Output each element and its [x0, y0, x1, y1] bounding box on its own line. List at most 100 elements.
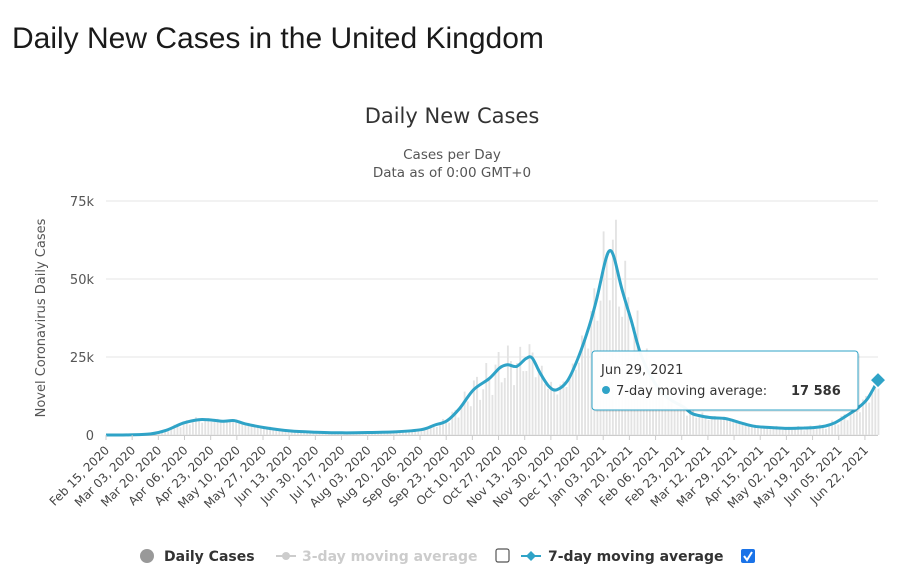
daily-case-bar — [615, 219, 617, 435]
chart-legend: Daily Cases 3-day moving average 7-day mov… — [140, 548, 755, 565]
daily-case-bar — [167, 431, 170, 435]
7-day-average-checkbox[interactable] — [741, 549, 755, 563]
legend-item-3-day-average[interactable]: 3-day moving average — [276, 548, 510, 565]
daily-case-bar — [198, 419, 200, 435]
daily-case-bar — [661, 394, 664, 435]
daily-case-bar — [590, 310, 593, 435]
daily-case-bar — [547, 388, 549, 435]
tooltip-box — [591, 350, 859, 411]
y-tick-label: 50k — [70, 273, 95, 288]
daily-case-bar — [513, 385, 515, 435]
daily-case-bar — [476, 376, 478, 435]
daily-case-bar — [497, 352, 500, 435]
daily-case-bar — [818, 424, 821, 435]
daily-case-bar — [191, 422, 194, 435]
daily-case-bar — [182, 421, 185, 435]
daily-case-bar — [577, 362, 580, 435]
daily-case-bar — [670, 392, 673, 435]
daily-case-bar — [655, 386, 658, 435]
daily-case-bar — [503, 377, 506, 435]
daily-case-bar — [843, 414, 846, 435]
series-7-day-moving-average-line — [105, 249, 880, 437]
daily-case-bar — [241, 424, 244, 435]
daily-case-bar — [800, 427, 803, 435]
daily-case-bar — [704, 416, 707, 435]
daily-case-bar — [664, 406, 667, 435]
daily-case-bar — [457, 417, 460, 435]
daily-case-bar — [624, 260, 627, 435]
daily-case-bar — [229, 420, 231, 435]
daily-case-bar — [469, 406, 472, 435]
daily-case-bar — [482, 389, 485, 435]
highlighted-point-marker[interactable] — [868, 371, 888, 390]
daily-case-bar — [574, 369, 577, 435]
daily-case-bar — [559, 384, 562, 435]
daily-case-bar — [278, 428, 281, 435]
checkmark-icon — [743, 551, 753, 562]
daily-case-bar — [611, 239, 614, 435]
daily-case-bar — [797, 426, 800, 435]
daily-case-bar — [741, 422, 744, 435]
daily-case-bar — [405, 431, 407, 435]
daily-case-bar — [318, 433, 321, 435]
daily-case-bar — [710, 416, 713, 435]
daily-case-bar — [744, 422, 747, 435]
legend-item-daily-cases[interactable]: Daily Cases — [140, 549, 255, 565]
tooltip-date: Jun 29, 2021 — [600, 363, 683, 378]
daily-case-bar — [506, 345, 509, 435]
daily-case-bar — [451, 411, 454, 435]
daily-case-bar — [429, 424, 432, 435]
daily-case-bar — [720, 418, 722, 435]
chart-title: Daily New Cases — [365, 104, 540, 128]
daily-case-bar — [256, 425, 259, 435]
daily-case-bar — [825, 428, 827, 435]
daily-case-bar — [454, 409, 457, 435]
daily-case-bar — [747, 426, 750, 435]
daily-case-bar — [195, 417, 197, 435]
daily-case-bar — [244, 424, 247, 435]
daily-case-bar — [679, 397, 682, 435]
daily-case-bar — [605, 255, 608, 435]
daily-case-bar — [750, 425, 753, 435]
daily-case-bar — [757, 426, 759, 435]
daily-case-bar — [250, 425, 253, 435]
daily-case-bar — [281, 429, 284, 435]
daily-case-bar — [781, 430, 784, 435]
daily-case-bar — [463, 391, 466, 435]
daily-case-bar — [528, 344, 531, 435]
daily-case-bar — [556, 394, 559, 435]
daily-case-bar — [207, 418, 210, 435]
page-heading: Daily New Cases in the United Kingdom — [12, 22, 544, 55]
3-day-average-checkbox[interactable] — [495, 548, 510, 563]
daily-case-bar — [828, 424, 830, 435]
daily-case-bar — [408, 430, 410, 435]
daily-case-bar — [411, 430, 414, 435]
tooltip-value: 17 586 — [791, 384, 841, 399]
daily-case-bar — [259, 426, 262, 435]
daily-case-bar — [763, 425, 766, 435]
daily-case-bar — [695, 417, 698, 435]
daily-case-bar — [494, 364, 497, 435]
daily-case-bar — [306, 432, 309, 435]
daily-case-bar — [420, 428, 423, 435]
daily-case-bar — [565, 386, 568, 435]
daily-case-bar — [472, 380, 475, 435]
daily-case-bar — [253, 426, 256, 435]
daily-case-bar — [383, 432, 386, 435]
daily-case-bar — [225, 419, 228, 435]
legend-item-7-day-average[interactable]: 7-day moving average — [521, 549, 755, 565]
daily-case-bar — [652, 395, 654, 435]
daily-case-bar — [510, 361, 512, 435]
daily-case-bar — [479, 399, 482, 435]
daily-case-bar — [309, 432, 312, 435]
chart-subtitle-line-2: Data as of 0:00 GMT+0 — [373, 165, 531, 181]
chart-subtitle-line-1: Cases per Day — [403, 147, 501, 163]
daily-case-bar — [584, 338, 586, 435]
daily-case-bar — [874, 377, 877, 435]
daily-case-bar — [417, 429, 420, 435]
daily-case-bar — [466, 401, 469, 435]
daily-case-bar — [550, 381, 553, 435]
y-axis-label: Novel Coronavirus Daily Cases — [34, 218, 49, 417]
daily-case-bar — [729, 420, 732, 435]
daily-case-bar — [219, 421, 222, 435]
